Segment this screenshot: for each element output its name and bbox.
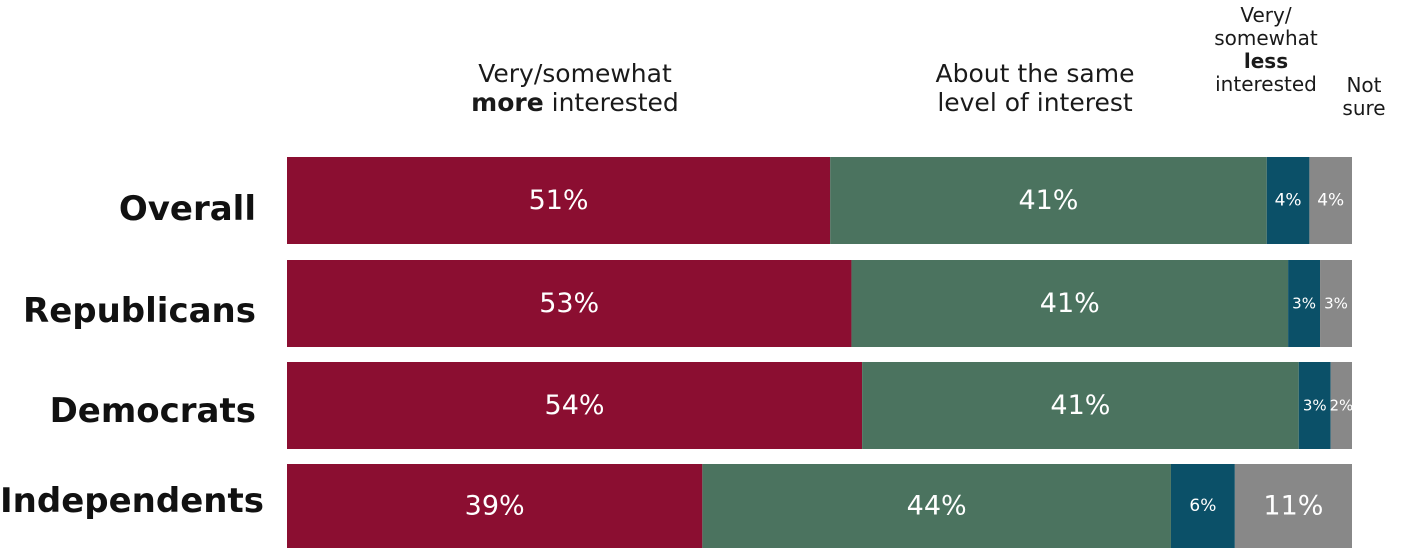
data-label-democrats-series-4: 2% xyxy=(1329,397,1353,415)
data-label-democrats-series-2: 41% xyxy=(1050,390,1110,421)
data-label-independents-series-4: 11% xyxy=(1263,491,1323,522)
legend-same-line1: About the same xyxy=(935,59,1135,88)
legend-header-more-interested: Very/somewhat more interested xyxy=(400,59,750,118)
bar-republicans-series-1 xyxy=(287,260,852,347)
legend-notsure-line2: sure xyxy=(1342,96,1386,120)
bar-democrats-series-3 xyxy=(1298,362,1331,449)
category-label-republicans: Republicans xyxy=(23,291,256,331)
bar-overall-series-2 xyxy=(830,157,1267,244)
legend-header-less-interested: Very/ somewhat less interested xyxy=(1205,4,1327,96)
data-label-republicans-series-3: 3% xyxy=(1292,295,1316,313)
data-label-republicans-series-4: 3% xyxy=(1324,295,1348,313)
bar-republicans-series-3 xyxy=(1288,260,1321,347)
data-label-overall-series-4: 4% xyxy=(1317,191,1344,211)
legend-less-line2: somewhat xyxy=(1214,26,1318,50)
category-label-democrats: Democrats xyxy=(49,391,256,431)
data-label-overall-series-3: 4% xyxy=(1275,191,1302,211)
data-label-overall-series-2: 41% xyxy=(1018,185,1078,216)
legend-less-line4: interested xyxy=(1215,72,1317,96)
bar-independents-series-4 xyxy=(1234,464,1352,548)
legend-more-line1: Very/somewhat xyxy=(478,59,672,88)
legend-more-bold: more xyxy=(471,87,544,117)
data-label-overall-series-1: 51% xyxy=(529,185,589,216)
data-label-republicans-series-1: 53% xyxy=(539,288,599,319)
bar-independents-series-3 xyxy=(1170,464,1235,548)
data-label-independents-series-2: 44% xyxy=(907,491,967,522)
legend-less-line1: Very/ xyxy=(1240,3,1292,27)
bar-republicans-series-4 xyxy=(1320,260,1352,347)
legend-notsure-line1: Not xyxy=(1346,73,1382,97)
bar-overall-series-1 xyxy=(287,157,831,244)
legend-header-not-sure: Not sure xyxy=(1328,74,1400,120)
legend-less-bold: less xyxy=(1243,49,1289,73)
category-label-independents: Independents xyxy=(0,481,264,521)
bar-overall-series-4 xyxy=(1309,157,1352,244)
legend-more-line2: more interested xyxy=(400,87,750,118)
bar-independents-series-1 xyxy=(287,464,703,548)
legend-less-line3: less xyxy=(1205,50,1327,73)
bar-republicans-series-2 xyxy=(851,260,1289,347)
legend-more-rest: interested xyxy=(551,87,679,117)
data-label-republicans-series-2: 41% xyxy=(1040,288,1100,319)
data-label-democrats-series-3: 3% xyxy=(1303,397,1327,415)
bar-democrats-series-2 xyxy=(862,362,1299,449)
category-label-overall: Overall xyxy=(118,189,256,229)
bar-independents-series-2 xyxy=(702,464,1171,548)
bar-democrats-series-1 xyxy=(287,362,863,449)
bar-overall-series-3 xyxy=(1266,157,1310,244)
legend-header-same-interest: About the same level of interest xyxy=(890,59,1180,118)
bar-democrats-series-4 xyxy=(1330,362,1352,449)
data-label-independents-series-1: 39% xyxy=(465,491,525,522)
data-label-democrats-series-1: 54% xyxy=(545,390,605,421)
data-label-independents-series-3: 6% xyxy=(1189,496,1216,516)
legend-same-line2: level of interest xyxy=(937,87,1133,117)
